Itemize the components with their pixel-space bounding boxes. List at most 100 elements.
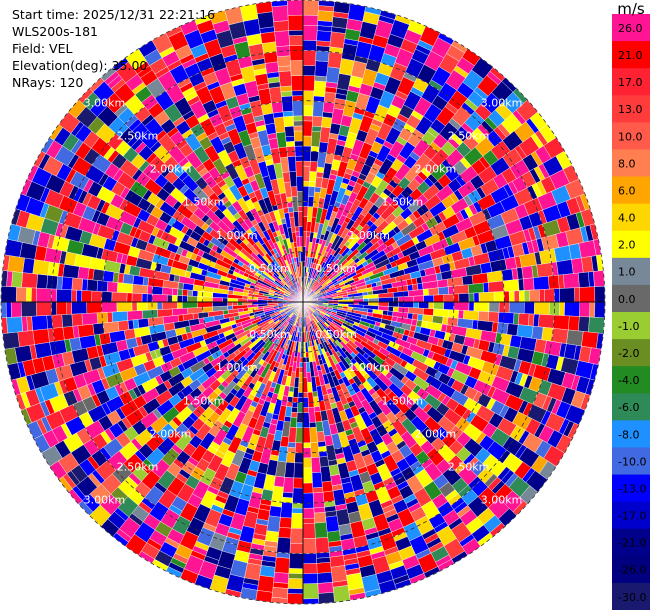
velocity-cell — [62, 326, 75, 340]
colorbar-tick-label: 13.0 — [618, 103, 643, 116]
velocity-cell — [579, 301, 591, 318]
velocity-cell — [313, 80, 327, 97]
velocity-cell — [553, 245, 572, 263]
velocity-cell — [56, 288, 72, 303]
colorbar-tick-label: 4.0 — [618, 212, 636, 225]
velocity-cell — [259, 565, 276, 578]
range-ring-label: 3.00km — [84, 96, 126, 109]
velocity-cell — [287, 14, 304, 31]
velocity-cell — [314, 186, 322, 193]
velocity-cell — [292, 487, 304, 504]
range-ring-label: 0.50km — [315, 328, 357, 341]
colorbar-tick-label: -13.0 — [618, 482, 646, 495]
velocity-cell — [296, 175, 304, 192]
velocity-cell — [378, 301, 389, 307]
velocity-cell — [413, 295, 424, 303]
colorbar: 26.0 21.0 17.0 13.0 10.0 8.0 6.0 4.0 2.0 1.0 0.0 -1… — [612, 14, 650, 610]
velocity-cell — [523, 289, 530, 303]
velocity-cell — [428, 301, 435, 310]
velocity-cell — [593, 270, 605, 287]
velocity-cell — [285, 135, 295, 143]
velocity-cell — [268, 86, 283, 104]
velocity-cell — [302, 14, 319, 26]
colorbar-tick-label: 17.0 — [618, 76, 643, 89]
velocity-cell — [197, 296, 203, 303]
velocity-cell — [310, 441, 320, 459]
velocity-cell — [302, 120, 313, 137]
velocity-cell — [407, 312, 414, 320]
range-ring-label: 1.50km — [183, 196, 225, 209]
velocity-cell — [81, 290, 93, 303]
velocity-cell — [260, 31, 276, 44]
velocity-cell — [141, 309, 159, 320]
velocity-cell — [182, 289, 189, 297]
velocity-cell — [443, 293, 455, 303]
velocity-cell — [554, 288, 560, 303]
velocity-cell — [302, 362, 308, 378]
velocity-cell — [518, 313, 530, 326]
colorbar-tick-label: 21.0 — [618, 49, 643, 62]
velocity-cell — [287, 156, 297, 173]
velocity-cell — [274, 557, 290, 574]
velocity-cell — [292, 396, 299, 403]
velocity-sectors — [0, 0, 606, 605]
range-ring-label: 2.50km — [117, 461, 159, 474]
velocity-cell — [287, 0, 304, 16]
velocity-cell — [298, 372, 304, 383]
velocity-cell — [202, 306, 214, 313]
velocity-cell — [287, 578, 304, 590]
velocity-cell — [553, 314, 570, 331]
velocity-cell — [302, 427, 311, 444]
velocity-cell — [323, 91, 337, 104]
colorbar-unit: m/s — [617, 0, 645, 18]
velocity-cell — [559, 301, 565, 316]
velocity-cell — [493, 291, 505, 303]
colorbar-tick-label: -10.0 — [618, 455, 646, 468]
velocity-cell — [302, 538, 317, 554]
velocity-cell — [302, 442, 311, 449]
velocity-cell — [25, 287, 32, 303]
velocity-cell — [284, 125, 295, 137]
velocity-cell — [288, 35, 304, 46]
velocity-cell — [293, 462, 304, 479]
velocity-cell — [294, 226, 300, 233]
velocity-cell — [293, 115, 304, 122]
velocity-cell — [483, 282, 490, 293]
velocity-cell — [302, 522, 316, 539]
velocity-cell — [538, 314, 555, 329]
velocity-cell — [86, 279, 98, 292]
velocity-cell — [316, 30, 332, 42]
range-ring-label: 3.00km — [481, 96, 523, 109]
velocity-cell — [71, 313, 83, 327]
velocity-cell — [290, 512, 304, 529]
nrays-text: NRays: 120 — [12, 75, 84, 90]
velocity-cell — [1, 270, 8, 287]
velocity-cell — [36, 273, 48, 289]
velocity-cell — [302, 165, 311, 182]
velocity-cell — [313, 512, 327, 524]
velocity-cell — [480, 262, 493, 274]
velocity-cell — [298, 226, 304, 237]
velocity-cell — [433, 294, 445, 303]
range-ring-label: 2.00km — [415, 163, 457, 176]
velocity-cell — [288, 573, 304, 580]
velocity-cell — [328, 464, 340, 477]
velocity-cell — [422, 288, 429, 296]
velocity-cell — [302, 105, 314, 117]
velocity-cell — [291, 90, 304, 97]
velocity-cell — [276, 537, 291, 554]
velocity-cell — [61, 276, 73, 291]
velocity-cell — [297, 397, 304, 403]
velocity-cell — [346, 572, 364, 591]
velocity-cell — [568, 315, 580, 332]
velocity-cell — [503, 279, 520, 292]
velocity-cell — [287, 441, 296, 448]
velocity-cell — [312, 100, 325, 117]
velocity-cell — [271, 597, 288, 604]
velocity-cell — [423, 294, 435, 303]
velocity-cell — [387, 306, 394, 312]
velocity-cell — [146, 293, 153, 303]
velocity-cell — [302, 457, 312, 469]
velocity-cell — [312, 492, 325, 509]
velocity-cell — [192, 312, 199, 320]
